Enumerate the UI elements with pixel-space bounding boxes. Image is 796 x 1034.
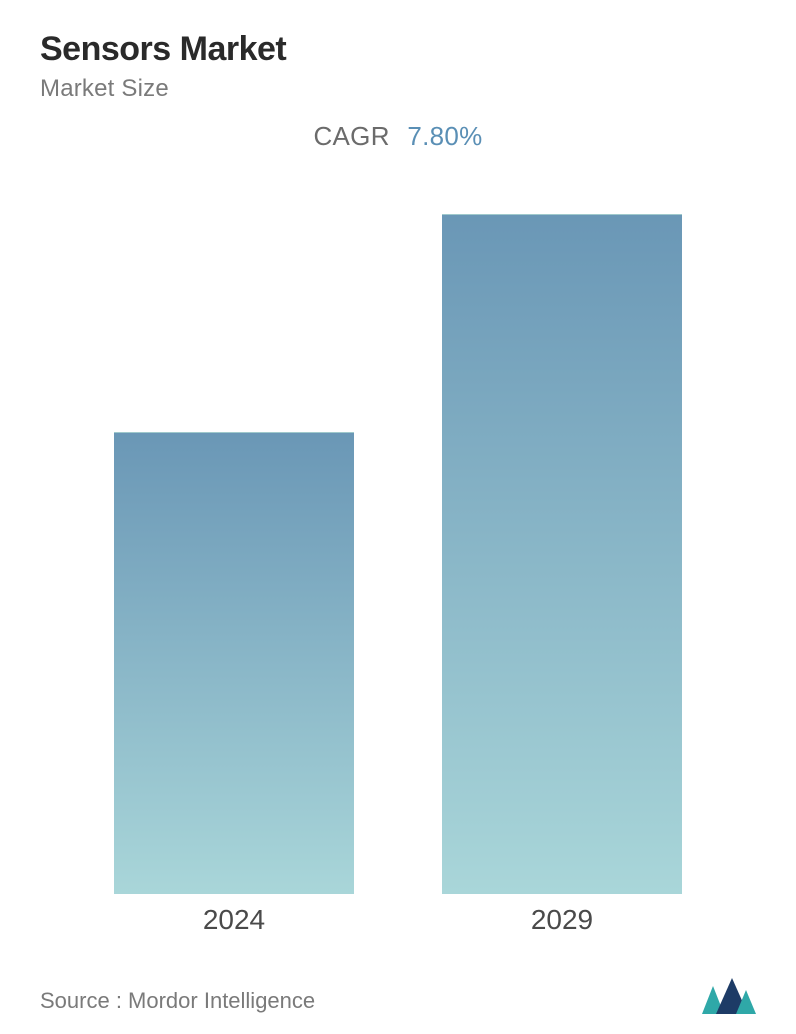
chart-card: Sensors Market Market Size CAGR 7.80% 20… — [0, 0, 796, 1034]
cagr-value: 7.80% — [407, 121, 482, 151]
source-text: Source : Mordor Intelligence — [40, 988, 315, 1014]
x-axis: 2024 2029 — [40, 894, 756, 954]
mordor-logo-icon — [702, 978, 756, 1014]
x-label-1: 2029 — [442, 894, 682, 954]
cagr-label: CAGR — [313, 121, 389, 151]
chart-plot-area: 2024 2029 — [40, 162, 756, 954]
chart-title: Sensors Market — [40, 30, 756, 69]
x-label-0: 2024 — [114, 894, 354, 954]
chart-subtitle: Market Size — [40, 75, 756, 103]
bar-2029 — [442, 214, 682, 894]
bar-2024 — [114, 432, 354, 894]
footer: Source : Mordor Intelligence — [40, 954, 756, 1014]
bars-wrap — [40, 162, 756, 894]
cagr-row: CAGR 7.80% — [40, 121, 756, 152]
